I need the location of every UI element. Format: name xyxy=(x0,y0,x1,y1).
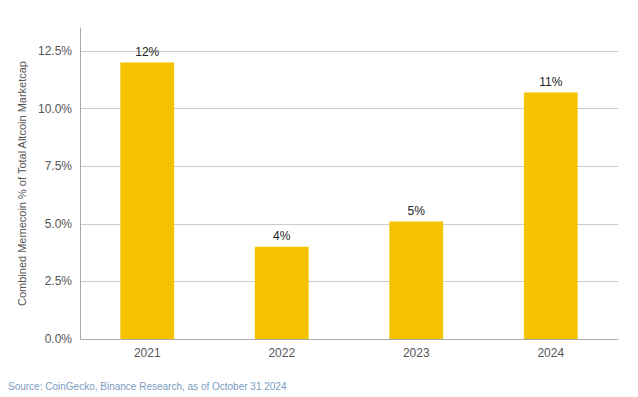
svg-text:2023: 2023 xyxy=(403,346,430,360)
svg-text:7.5%: 7.5% xyxy=(45,159,73,173)
svg-text:12%: 12% xyxy=(135,45,159,59)
svg-text:2021: 2021 xyxy=(134,346,161,360)
svg-text:2.5%: 2.5% xyxy=(45,274,73,288)
svg-text:4%: 4% xyxy=(273,229,291,243)
svg-text:5%: 5% xyxy=(408,204,426,218)
svg-text:2024: 2024 xyxy=(537,346,564,360)
svg-text:11%: 11% xyxy=(539,75,562,89)
svg-text:10.0%: 10.0% xyxy=(38,102,72,116)
svg-text:5.0%: 5.0% xyxy=(45,217,73,231)
svg-text:2022: 2022 xyxy=(268,346,295,360)
svg-text:Source: CoinGecko, Binance Res: Source: CoinGecko, Binance Research, as … xyxy=(8,381,287,392)
svg-text:0.0%: 0.0% xyxy=(45,332,73,346)
svg-text:12.5%: 12.5% xyxy=(38,44,72,58)
svg-text:Combined Memecoin % of Total A: Combined Memecoin % of Total Altcoin Mar… xyxy=(16,61,28,306)
